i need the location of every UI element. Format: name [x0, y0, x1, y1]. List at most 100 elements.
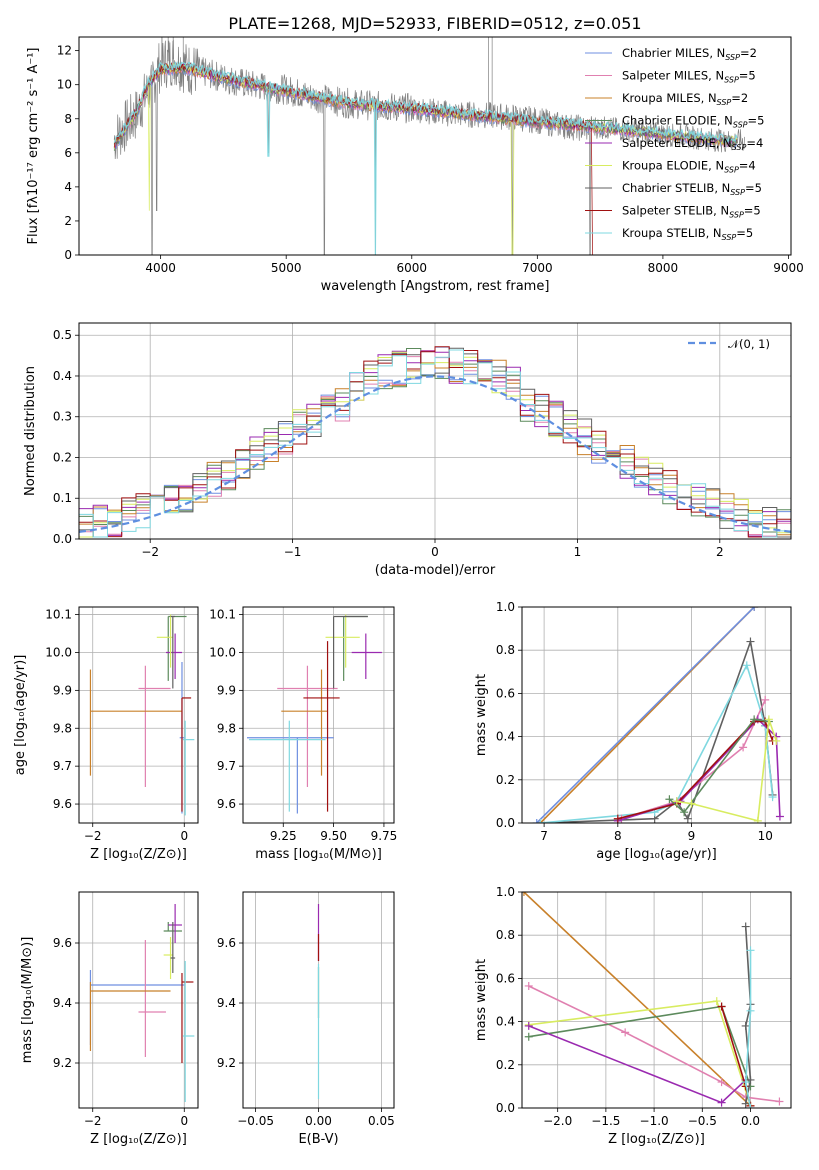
weight-marker [742, 661, 751, 670]
weight-marker [761, 695, 770, 704]
y-axis-label: mass weight [474, 959, 489, 1041]
weight-line-kroupa-stelib [540, 663, 774, 823]
weight-line-chabrier-elodie [668, 718, 770, 814]
weight-marker [775, 812, 784, 821]
weight-marker [613, 814, 622, 823]
legend-label: Kroupa MILES, N [622, 91, 717, 105]
spectrum-plot-area [113, 37, 745, 255]
normal-curve [79, 375, 791, 533]
weight-marker [739, 743, 748, 752]
x-tick-label: 4000 [145, 261, 176, 275]
weight-marker [741, 1021, 750, 1030]
x-tick-label: −0.5 [688, 1114, 717, 1128]
residuals-panel: −2 −1 0 1 2 0.0 0.1 0.2 0.3 0.4 0.5 (data-model)/er… [23, 322, 792, 578]
weight-line-chabrier-stelib [540, 638, 774, 823]
y-tick-label: 0.1 [53, 491, 72, 505]
axes-frame [78, 36, 792, 256]
y-tick-label: 10.0 [209, 645, 236, 659]
y-axis-label: age [log₁₀(age/yr)] [13, 655, 28, 776]
legend-label: Salpeter MILES, N [622, 69, 724, 83]
legend-entry: Salpeter STELIB, NSSP=5 [622, 204, 761, 220]
legend-entry: Chabrier ELODIE, NSSP=5 [622, 114, 764, 130]
legend-sub: SSP [732, 143, 747, 152]
legend-label: Chabrier STELIB, N [622, 181, 730, 195]
y-tick-label: 9.6 [53, 936, 72, 950]
weight-marker [750, 607, 759, 611]
legend-label: Chabrier MILES, N [622, 46, 725, 60]
weight-line-kroupa-elodie [528, 1000, 752, 1107]
legend-entry: Kroupa MILES, NSSP=2 [622, 91, 748, 107]
x-tick-label: 0.0 [741, 1114, 760, 1128]
x-tick-label: −1.0 [640, 1114, 669, 1128]
y-tick-label: 0.3 [53, 410, 72, 424]
mass-vs-EBV-panel: −0.05 0.00 0.05 9.2 9.4 9.6 E(B-V) [217, 891, 395, 1147]
y-tick-label: 0.2 [496, 1058, 515, 1072]
x-tick-label: 9.75 [371, 829, 398, 843]
weight-plot-area [532, 607, 784, 823]
legend-value: =5 [739, 69, 756, 83]
y-tick-label: 2 [64, 214, 72, 228]
weight-plot-area [522, 892, 784, 1108]
x-tick-label: 9000 [773, 261, 804, 275]
spectrum-panel: 4000 5000 6000 7000 8000 9000 0 2 4 6 8 10 12 wavelen… [26, 36, 804, 294]
weight-marker [741, 1078, 750, 1087]
x-tick-label: 0 [180, 1114, 188, 1128]
weight-marker [746, 946, 755, 955]
x-tick-label: −2 [84, 1114, 102, 1128]
y-tick-label: 0 [64, 248, 72, 262]
y-tick-label: 10 [57, 78, 72, 92]
legend-sub: SSP [722, 233, 737, 242]
legend-value: =2 [731, 91, 748, 105]
legend-label: Salpeter ELODIE, N [622, 136, 732, 150]
y-axis-label: Flux [fλ10⁻¹⁷ erg cm⁻² s⁻¹ A⁻¹] [26, 48, 41, 245]
legend-entry: Salpeter ELODIE, NSSP=4 [622, 136, 763, 152]
weight-marker [717, 1078, 726, 1087]
age-vs-mass-panel: 9.25 9.50 9.75 9.6 9.7 9.8 9.9 10.0 10.1 mass [lo… [209, 606, 398, 862]
weight-marker [621, 1028, 630, 1037]
x-axis-label: (data-model)/error [375, 563, 496, 578]
x-tick-label: 1 [574, 545, 582, 559]
y-tick-label: 0.0 [496, 816, 515, 830]
x-tick-label: 8 [614, 829, 622, 843]
legend-value: =5 [744, 204, 761, 218]
weight-marker [717, 1098, 726, 1107]
weight-marker [741, 922, 750, 931]
weight-marker [665, 795, 674, 804]
legend-sub: SSP [724, 166, 739, 175]
x-tick-label: 0 [180, 829, 188, 843]
y-tick-label: 9.2 [217, 1056, 236, 1070]
weight-marker [768, 793, 777, 802]
legend-sub: SSP [729, 211, 744, 220]
weight-marker [717, 1002, 726, 1011]
y-tick-label: 9.4 [53, 996, 72, 1010]
legend-entry: Salpeter MILES, NSSP=5 [622, 69, 756, 85]
x-axis-label: mass [log₁₀(M/M⊙)] [255, 847, 382, 862]
histogram-salpeter-stelib [79, 346, 791, 538]
figure-title: PLATE=1268, MJD=52933, FIBERID=0512, z=0… [228, 14, 641, 33]
x-tick-label: 8000 [648, 261, 679, 275]
axes-frame [521, 891, 792, 1109]
x-tick-label: −0.05 [237, 1114, 274, 1128]
x-tick-label: 0.00 [305, 1114, 332, 1128]
errorbar-plot-area [247, 614, 382, 814]
weight-marker [775, 1097, 784, 1106]
x-axis-label: E(B-V) [298, 1132, 338, 1147]
x-axis-label: Z [log₁₀(Z/Z⊙)] [608, 1132, 705, 1147]
mass-vs-Z-panel: −2 0 9.2 9.4 9.6 Z [log₁₀(Z/Z⊙)] mass [log₁₀(M… [20, 891, 199, 1147]
legend-entry: Chabrier STELIB, NSSP=5 [622, 181, 762, 197]
weight-marker [753, 816, 762, 823]
y-tick-label: 0.6 [496, 971, 515, 985]
legend-label: Kroupa STELIB, N [622, 226, 722, 240]
weight-line-kroupa-miles [523, 892, 752, 1107]
y-tick-label: 10.1 [45, 608, 72, 622]
weight-marker [522, 892, 528, 896]
x-tick-label: 6000 [396, 261, 427, 275]
y-tick-label: 0.0 [496, 1101, 515, 1115]
y-tick-label: 0.5 [53, 328, 72, 342]
weight-marker [746, 1104, 755, 1108]
y-tick-label: 0.8 [496, 928, 515, 942]
axes-frame [78, 322, 792, 540]
y-tick-label: 0.8 [496, 643, 515, 657]
y-axis-label: mass weight [474, 674, 489, 756]
